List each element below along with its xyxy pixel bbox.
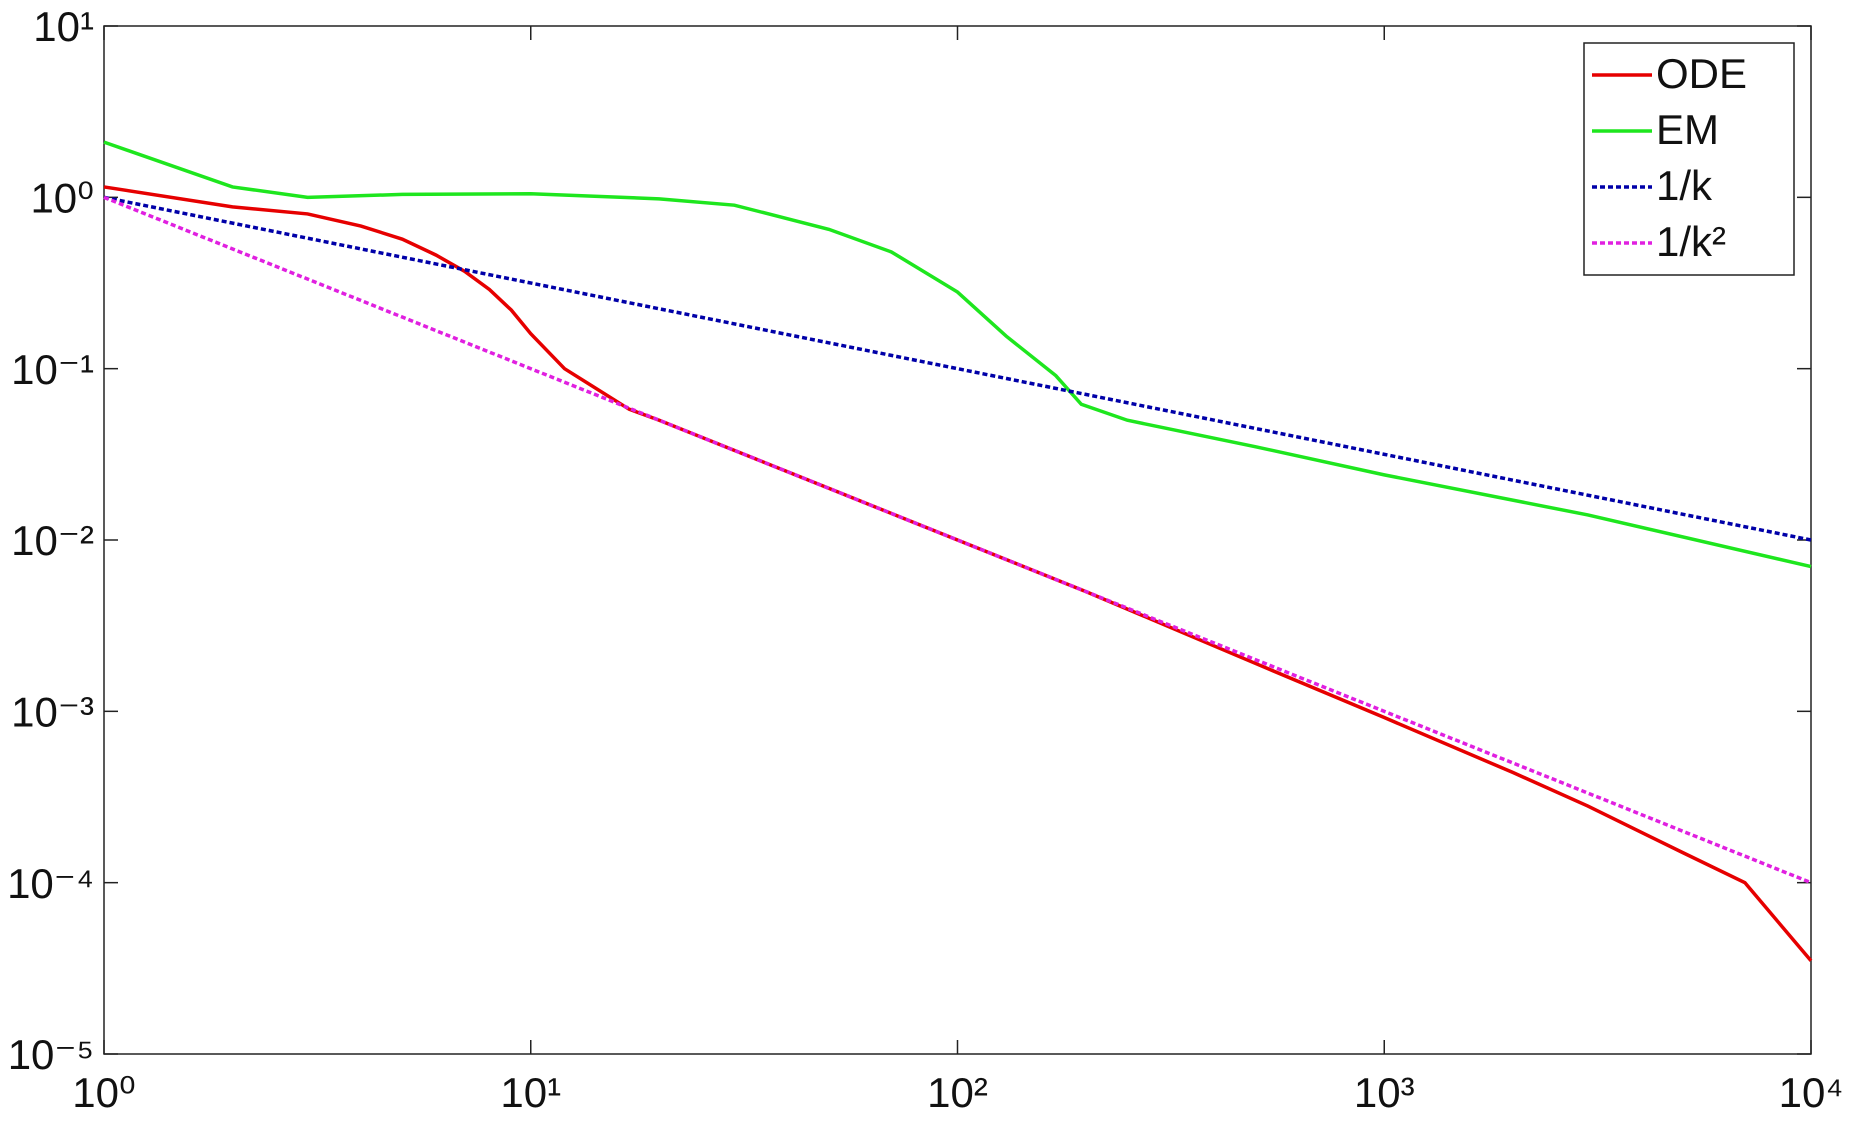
x-tick-label: 10⁰ bbox=[72, 1069, 136, 1116]
series-line bbox=[103, 140, 1812, 569]
y-tick-label: 10¹ bbox=[33, 3, 94, 50]
y-tick-label: 10⁻² bbox=[11, 517, 94, 564]
legend-label: 1/k² bbox=[1656, 218, 1726, 265]
y-tick-label: 10⁰ bbox=[30, 174, 94, 221]
y-tick-label: 10⁻⁴ bbox=[7, 860, 94, 907]
y-tick-label: 10⁻³ bbox=[11, 688, 94, 735]
series-line bbox=[103, 195, 1812, 542]
legend-label: EM bbox=[1656, 106, 1719, 153]
y-tick-label: 10⁻¹ bbox=[11, 346, 94, 393]
series-line bbox=[103, 185, 1813, 962]
legend-label: 1/k bbox=[1656, 162, 1713, 209]
x-tick-label: 10² bbox=[927, 1069, 988, 1116]
x-tick-label: 10³ bbox=[1354, 1069, 1415, 1116]
legend-label: ODE bbox=[1656, 50, 1747, 97]
y-tick-label: 10⁻⁵ bbox=[8, 1031, 94, 1078]
x-tick-label: 10¹ bbox=[500, 1069, 561, 1116]
legend-box bbox=[1583, 42, 1795, 276]
series-line bbox=[103, 195, 1812, 885]
x-tick-label: 10⁴ bbox=[1779, 1069, 1844, 1116]
